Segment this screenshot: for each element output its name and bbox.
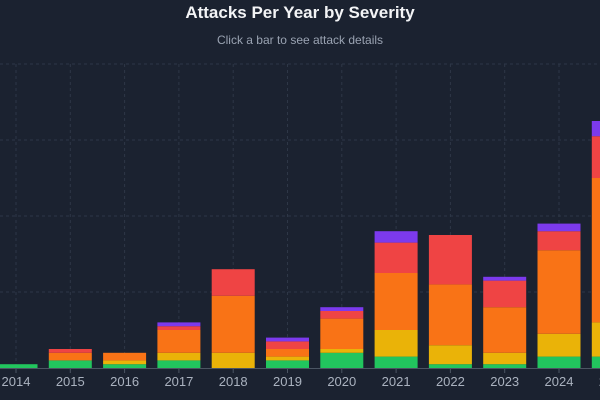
bar-segment-high[interactable] (374, 273, 418, 330)
bar-segment-critical[interactable] (157, 326, 201, 330)
bar-segment-low[interactable] (266, 360, 309, 368)
bar-2015[interactable] (48, 349, 92, 368)
bar-2016[interactable] (103, 352, 147, 368)
bar-segment-severe[interactable] (266, 337, 309, 342)
bar-segment-high[interactable] (157, 330, 201, 353)
bar-segment-low[interactable] (428, 364, 472, 368)
x-tick-label: 2017 (164, 374, 193, 389)
bar-segment-severe[interactable] (483, 276, 527, 281)
bar-segment-low[interactable] (537, 356, 581, 368)
bar-segment-critical[interactable] (374, 242, 418, 273)
x-tick-label: 2021 (382, 374, 411, 389)
x-tick-label: 2025 (599, 374, 600, 389)
bar-segment-severe[interactable] (591, 121, 600, 137)
bar-segment-low[interactable] (103, 364, 147, 368)
x-tick-label: 2023 (490, 374, 519, 389)
chart-title: Attacks Per Year by Severity (185, 3, 415, 22)
bar-segment-medium[interactable] (428, 345, 472, 365)
bar-segment-low[interactable] (320, 352, 364, 368)
bar-segment-medium[interactable] (320, 349, 364, 353)
x-tick-label: 2015 (56, 374, 85, 389)
bar-segment-medium[interactable] (483, 352, 527, 365)
bar-segment-high[interactable] (320, 318, 364, 349)
bar-segment-medium[interactable] (374, 330, 418, 357)
bar-segment-low[interactable] (48, 360, 92, 368)
bar-segment-critical[interactable] (320, 311, 364, 319)
bar-segment-critical[interactable] (483, 280, 527, 308)
bar-segment-critical[interactable] (428, 235, 472, 285)
bar-2021[interactable] (374, 231, 418, 368)
bar-segment-critical[interactable] (537, 231, 581, 251)
x-tick-label: 2020 (327, 374, 356, 389)
bar-segment-low[interactable] (157, 360, 201, 368)
bar-segment-severe[interactable] (537, 223, 581, 232)
bar-segment-low[interactable] (0, 364, 38, 368)
bar-segment-high[interactable] (211, 295, 255, 353)
bars[interactable] (0, 121, 600, 368)
bar-2017[interactable] (157, 322, 201, 368)
x-tick-label: 2014 (2, 374, 31, 389)
bar-segment-critical[interactable] (591, 136, 600, 178)
bar-2019[interactable] (266, 337, 309, 368)
bar-segment-medium[interactable] (266, 356, 309, 361)
bar-segment-high[interactable] (103, 352, 147, 361)
x-tick-label: 2022 (436, 374, 465, 389)
bar-segment-severe[interactable] (374, 231, 418, 243)
bar-2018[interactable] (211, 269, 255, 368)
bar-segment-high[interactable] (266, 349, 309, 357)
bar-segment-high[interactable] (483, 307, 527, 353)
x-tick-label: 2018 (219, 374, 248, 389)
bar-segment-low[interactable] (374, 356, 418, 368)
bar-segment-severe[interactable] (157, 322, 201, 327)
bar-segment-high[interactable] (591, 178, 600, 323)
bar-2025[interactable] (591, 121, 600, 368)
bar-segment-medium[interactable] (591, 322, 600, 357)
bar-2014[interactable] (0, 364, 38, 368)
bar-segment-medium[interactable] (157, 352, 201, 361)
bar-segment-high[interactable] (48, 352, 92, 361)
bar-segment-medium[interactable] (211, 352, 255, 368)
bar-segment-severe[interactable] (320, 307, 364, 311)
bar-segment-low[interactable] (483, 364, 527, 368)
x-tick-label: 2024 (545, 374, 574, 389)
bar-segment-high[interactable] (428, 284, 472, 346)
x-tick-label: 2016 (110, 374, 139, 389)
bar-segment-medium[interactable] (537, 333, 581, 357)
bar-2024[interactable] (537, 223, 581, 368)
bar-2020[interactable] (320, 307, 364, 368)
bar-2023[interactable] (483, 276, 527, 368)
bar-segment-critical[interactable] (48, 349, 92, 353)
chart-subtitle: Click a bar to see attack details (216, 33, 384, 47)
x-tick-label: 2019 (273, 374, 302, 389)
bar-segment-critical[interactable] (266, 341, 309, 349)
bar-2022[interactable] (428, 235, 472, 368)
bar-segment-low[interactable] (591, 356, 600, 368)
bar-segment-high[interactable] (537, 250, 581, 334)
bar-segment-critical[interactable] (211, 269, 255, 296)
bar-segment-medium[interactable] (103, 360, 147, 365)
